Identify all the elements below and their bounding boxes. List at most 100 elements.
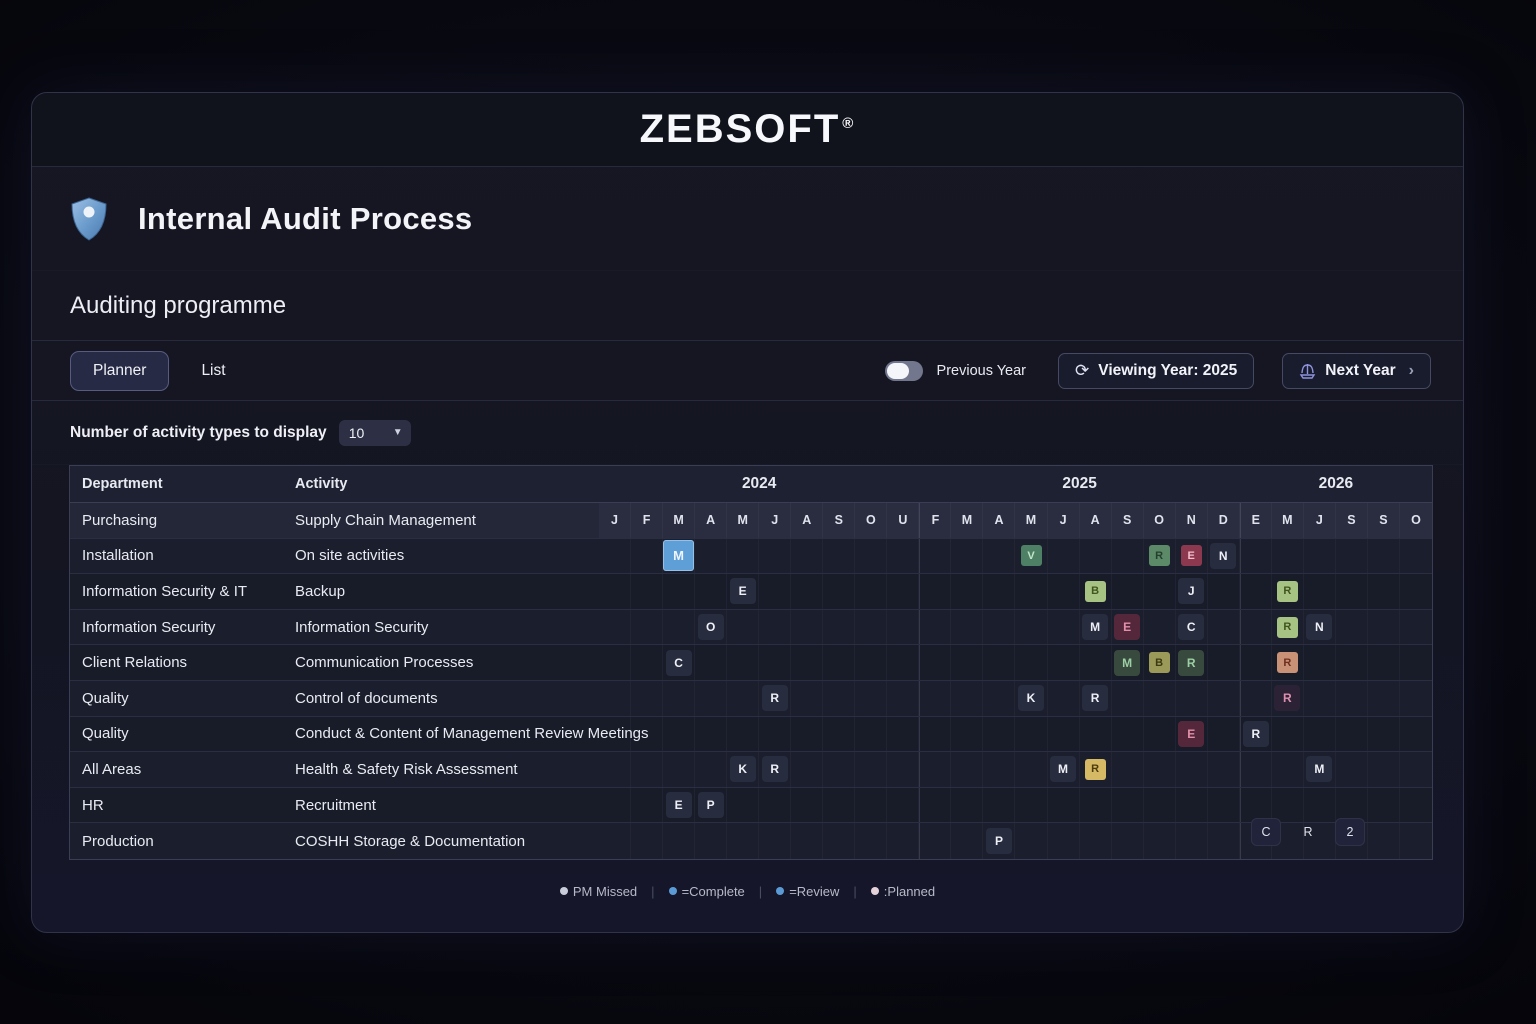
- planner-cell: [1208, 680, 1240, 716]
- planner-cell-chip[interactable]: R: [1082, 685, 1109, 712]
- month-header-cell: S: [1368, 503, 1400, 538]
- planner-cell-chip[interactable]: R: [1276, 652, 1298, 674]
- planner-cell: E: [663, 787, 696, 823]
- planner-cell-chip[interactable]: E: [1180, 545, 1202, 567]
- tab-planner[interactable]: Planner: [70, 350, 170, 391]
- month-label: J: [1059, 513, 1067, 528]
- planner-cell-chip[interactable]: B: [1084, 580, 1106, 602]
- viewing-year-button[interactable]: ⟳ Viewing Year: 2025: [1058, 352, 1255, 389]
- planner-cell-chip[interactable]: M: [1050, 756, 1077, 783]
- table-row: HR Recruitment E P: [70, 787, 1432, 824]
- planner-cell-chip[interactable]: R: [1084, 758, 1106, 780]
- planner-cell: [695, 680, 728, 716]
- planner-cell: [727, 823, 760, 859]
- table-row: Quality Conduct & Content of Management R…: [70, 716, 1432, 753]
- planner-cell-chip[interactable]: P: [697, 792, 724, 819]
- planner-cell-chip[interactable]: N: [1210, 542, 1237, 569]
- footer-button-2[interactable]: 2: [1335, 818, 1365, 846]
- planner-cell-chip[interactable]: E: [1114, 614, 1141, 641]
- planner-cell: [887, 823, 920, 859]
- planner-cell-chip[interactable]: R: [1276, 580, 1298, 602]
- planner-cell-chip[interactable]: E: [1178, 720, 1205, 747]
- planner-cell: [1336, 787, 1368, 823]
- planner-cell: [1080, 716, 1112, 752]
- activity-cell: COSHH Storage & Documentation: [295, 832, 526, 850]
- month-header-cell: F: [631, 503, 664, 538]
- year-headers: 2024 2025 2026: [599, 466, 1432, 502]
- planner-cell: [1368, 574, 1400, 609]
- planner-cell: [951, 645, 984, 680]
- chevron-right-icon: ›: [1408, 361, 1414, 379]
- planner-cell: [1144, 716, 1176, 752]
- next-year-button[interactable]: Next Year ›: [1282, 352, 1431, 389]
- planner-cell-chip[interactable]: R: [1242, 720, 1269, 747]
- planner-cell: P: [983, 823, 1016, 859]
- month-header-cell: A: [983, 503, 1016, 538]
- planner-cell: [855, 716, 888, 752]
- footer-button-c[interactable]: C: [1251, 818, 1281, 846]
- planner-cell: [727, 680, 760, 716]
- planner-cell: [919, 716, 952, 752]
- planner-cell-chip[interactable]: R: [1276, 616, 1298, 638]
- planner-cell: [759, 787, 792, 823]
- footer-button-r[interactable]: R: [1293, 818, 1323, 846]
- planner-cell: [1336, 680, 1368, 716]
- previous-year-toggle[interactable]: [884, 360, 923, 381]
- planner-cell-chip[interactable]: O: [697, 614, 724, 641]
- brand-name: ZEBSOFT: [639, 107, 841, 151]
- planner-cell-chip[interactable]: M: [1306, 756, 1333, 783]
- planner-cell: [695, 538, 728, 574]
- planner-cell-chip[interactable]: C: [665, 649, 692, 676]
- planner-cell-chip[interactable]: M: [1082, 614, 1109, 641]
- table-header: Department Activity 2024 2025 2026: [70, 466, 1432, 503]
- planner-cell-chip[interactable]: R: [761, 756, 788, 783]
- planner-cell: [887, 752, 920, 787]
- planner-cell-chip[interactable]: B: [1148, 652, 1170, 674]
- department-cell: Client Relations: [82, 654, 188, 672]
- legend-label: =Complete: [681, 883, 745, 899]
- planner-cell-chip[interactable]: E: [729, 578, 756, 605]
- month-header-cell: M: [951, 503, 984, 538]
- planner-cell: R: [1272, 609, 1304, 645]
- planner-cell-chip[interactable]: P: [985, 828, 1012, 855]
- month-header-cell: J: [599, 503, 632, 538]
- planner-cell-chip[interactable]: E: [665, 792, 692, 819]
- planner-cell-chip[interactable]: M: [1114, 649, 1141, 676]
- planner-cell: [791, 823, 824, 859]
- planner-cell-chip[interactable]: R: [761, 685, 788, 712]
- planner-cell-chip[interactable]: J: [1178, 578, 1205, 605]
- planner-cell: [1336, 752, 1368, 787]
- planner-cell-chip[interactable]: R: [1178, 649, 1205, 676]
- planner-cell-chip[interactable]: K: [729, 756, 756, 783]
- planner-cell: [1272, 752, 1304, 787]
- month-label: S: [1122, 513, 1132, 528]
- planner-cell: [983, 645, 1016, 680]
- month-header-cell: A: [1080, 503, 1112, 538]
- planner-cell: [1304, 574, 1336, 609]
- legend-dot-icon: [668, 887, 677, 896]
- planner-cell: [919, 680, 952, 716]
- legend-label: :Planned: [883, 883, 936, 899]
- planner-cell-chip[interactable]: R: [1274, 685, 1301, 712]
- planner-cell-chip[interactable]: C: [1178, 614, 1205, 641]
- planner-cell: [1048, 538, 1080, 574]
- legend-separator: |: [651, 883, 655, 899]
- planner-cell-chip[interactable]: R: [1148, 545, 1170, 567]
- planner-cell-chip[interactable]: K: [1018, 685, 1044, 712]
- activity-count-select[interactable]: 10 ▼: [338, 419, 411, 446]
- planner-cell: [1048, 716, 1080, 752]
- planner-cell: [1112, 752, 1144, 787]
- planner-cell-chip[interactable]: V: [1020, 545, 1042, 567]
- tab-list[interactable]: List: [179, 352, 247, 390]
- next-year-label: Next Year: [1325, 361, 1396, 379]
- planner-cell: [759, 574, 792, 609]
- month-label: A: [802, 513, 812, 528]
- planner-cell: [791, 538, 824, 574]
- planner-cell-chip[interactable]: M: [663, 540, 695, 572]
- viewing-year-label: Viewing Year: 2025: [1098, 361, 1238, 379]
- planner-cell-chip[interactable]: N: [1306, 614, 1333, 641]
